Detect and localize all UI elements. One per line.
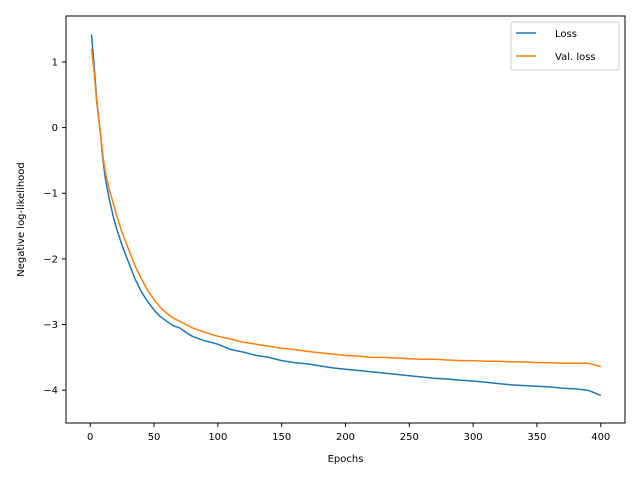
x-tick-label: 100: [208, 432, 227, 443]
x-tick-label: 250: [400, 432, 419, 443]
series-line-loss: [90, 34, 602, 397]
y-axis-label: Negative log-likelihood: [16, 162, 27, 277]
series-line-val-loss: [90, 48, 601, 368]
legend-label-val-loss: Val. loss: [555, 52, 596, 63]
series-layer: [90, 34, 602, 397]
legend: Loss Val. loss: [510, 21, 620, 71]
x-tick-label: 0: [87, 432, 93, 443]
x-tick-label: 300: [464, 432, 483, 443]
y-tick-label: −1: [43, 189, 58, 200]
x-tick-label: 350: [527, 432, 546, 443]
legend-box: [510, 21, 620, 71]
x-tick-label: 50: [148, 432, 161, 443]
x-tick-label: 200: [336, 432, 355, 443]
y-tick-label: −2: [43, 254, 58, 265]
legend-label-loss: Loss: [555, 29, 577, 40]
y-axis-ticks: −4 −3 −2 −1 0 1: [43, 57, 66, 397]
y-tick-label: 1: [52, 57, 58, 68]
x-axis-label: Epochs: [328, 454, 364, 465]
y-tick-label: −4: [43, 386, 58, 397]
x-tick-label: 150: [272, 432, 291, 443]
y-tick-label: 0: [52, 123, 58, 134]
x-axis-ticks: 0 50 100 150 200 250 300 350 400: [87, 423, 610, 443]
y-tick-label: −3: [43, 320, 58, 331]
x-tick-label: 400: [591, 432, 610, 443]
